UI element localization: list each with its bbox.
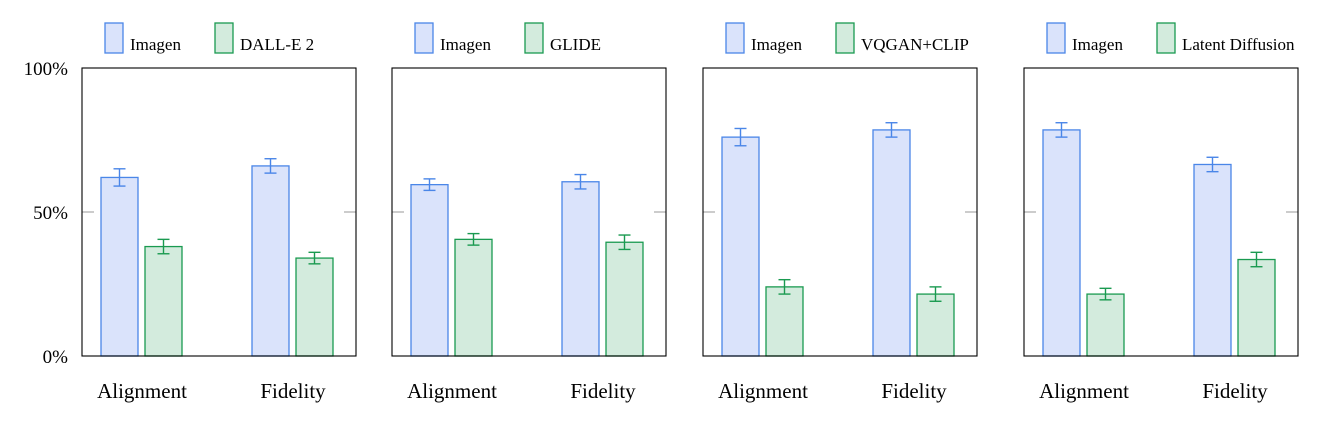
y-tick-label: 50% [33,203,68,224]
x-category-label: Alignment [97,379,187,403]
bar-fidelity-imagen [561,181,600,357]
error-bar [618,234,631,251]
bar-fidelity-baseline [1237,258,1276,357]
y-tick-label: 0% [43,347,69,368]
error-bar [1206,156,1219,173]
chart-panel-2: Imagen GLIDE Alignment Fidelity [391,22,667,403]
bar-fidelity-imagen [1193,163,1232,357]
bar-fidelity-baseline [916,293,955,357]
legend-swatch [1156,22,1176,54]
error-bar [885,122,898,138]
bar-fidelity-baseline [605,241,644,357]
bar-alignment-baseline [1086,293,1125,357]
legend-swatch [214,22,234,54]
bar-fidelity-imagen [251,165,290,357]
bar-alignment-imagen [1042,129,1081,357]
bar-fidelity-baseline [295,257,334,357]
x-category-label: Alignment [1039,379,1129,403]
legend-swatch [1046,22,1066,54]
error-bar [574,173,587,190]
x-category-label: Alignment [718,379,808,403]
chart-panel-3: Imagen VQGAN+CLIP Alignment Fidelity [702,22,978,403]
legend-swatch [835,22,855,54]
plot-frame [702,67,978,357]
chart-panel-4: Imagen Latent Diffusion Alignment Fidelity [1023,22,1299,403]
error-bar [1250,251,1263,268]
bar-alignment-imagen [100,176,139,357]
legend-label: Latent Diffusion [1182,35,1295,54]
legend-label: VQGAN+CLIP [861,35,969,54]
legend-swatch [725,22,745,54]
error-bar [157,238,170,255]
legend-swatch [104,22,124,54]
legend-label: Imagen [1072,35,1123,54]
x-category-label: Fidelity [260,379,326,403]
x-category-label: Fidelity [881,379,947,403]
plot-frame [391,67,667,357]
error-bar [778,278,791,295]
bar-alignment-imagen [410,183,449,357]
legend-swatch [524,22,544,54]
error-bar [264,158,277,174]
bar-alignment-baseline [454,238,493,357]
legend-swatch [414,22,434,54]
x-category-label: Fidelity [1202,379,1268,403]
bar-fidelity-imagen [872,129,911,357]
bar-alignment-baseline [765,286,804,357]
error-bar [734,127,747,147]
error-bar [467,232,480,246]
legend-label: DALL-E 2 [240,35,314,54]
chart-panel-1: Imagen DALL-E 2 Alignment Fidelity [81,22,357,403]
error-bar [113,168,126,187]
legend-label: Imagen [751,35,802,54]
error-bar [929,286,942,302]
error-bar [1099,287,1112,301]
y-tick-label: 100% [24,59,69,80]
error-bar [423,178,436,192]
error-bar [308,251,321,265]
bar-alignment-imagen [721,136,760,357]
legend-label: Imagen [130,35,181,54]
bar-alignment-baseline [144,245,183,357]
legend-label: GLIDE [550,35,601,54]
x-category-label: Fidelity [570,379,636,403]
plot-frame [1023,67,1299,357]
error-bar [1055,122,1068,138]
x-category-label: Alignment [407,379,497,403]
plot-frame [81,67,357,357]
legend-label: Imagen [440,35,491,54]
